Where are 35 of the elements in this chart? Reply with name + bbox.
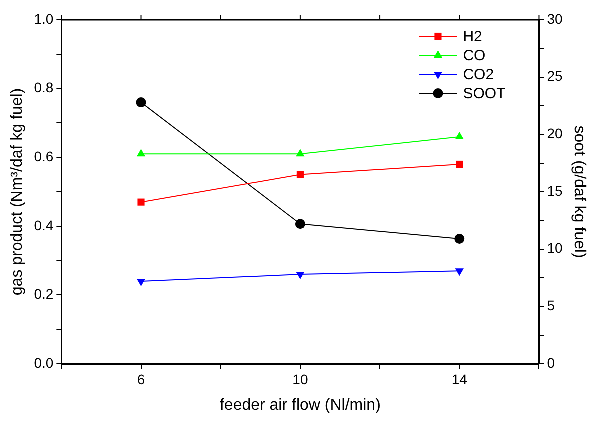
- x-axis-title: feeder air flow (Nl/min): [220, 396, 381, 414]
- legend-label: SOOT: [463, 86, 506, 103]
- point: [296, 149, 305, 157]
- y2-tick-label: 30: [547, 10, 564, 27]
- y2-tick-label: 15: [547, 182, 564, 199]
- y2-tick-label: 5: [547, 298, 556, 314]
- point: [295, 219, 306, 230]
- point: [136, 278, 146, 286]
- y-tick-label: 0.8: [34, 80, 54, 96]
- text: 1.0: [34, 10, 54, 27]
- y-tick-label: 0.4: [34, 217, 54, 234]
- point: [296, 171, 304, 178]
- legend-label: CO: [463, 48, 486, 65]
- y-axis-title: gas product (Nm³/daf kg fuel): [9, 88, 26, 296]
- x-tick-label: 14: [452, 371, 468, 388]
- y2-tick-label: 10: [547, 240, 564, 256]
- point: [138, 198, 145, 206]
- text: 0.0: [34, 354, 54, 371]
- point: [136, 149, 146, 157]
- y2-tick-label: 20: [547, 126, 564, 142]
- legend-label: H2: [463, 28, 482, 46]
- point: [455, 132, 464, 140]
- point: [456, 160, 464, 168]
- y2-axis-title: soot (g/daf kg fuel): [570, 126, 588, 258]
- x-tick-label: 6: [137, 371, 146, 388]
- point: [455, 268, 464, 276]
- point: [136, 98, 146, 108]
- point: [454, 234, 465, 244]
- legend-label: CO2: [463, 66, 494, 84]
- x-tick-label: 10: [292, 371, 308, 388]
- y-tick-label: 0.2: [34, 286, 54, 302]
- y2-tick-label: 25: [547, 68, 564, 84]
- y-tick-label: 0.6: [34, 148, 54, 164]
- y2-tick-label: 0: [547, 354, 556, 371]
- point: [296, 272, 305, 280]
